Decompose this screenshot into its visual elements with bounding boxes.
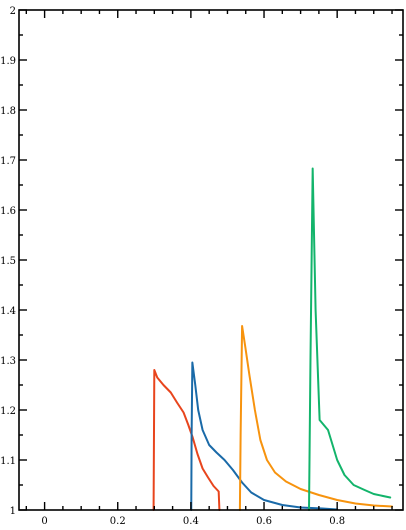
y-tick-label: 1.7	[0, 156, 16, 167]
y-tick-label: 1.3	[0, 356, 16, 367]
y-tick-labels: 1 1.1 1.2 1.3 1.4 1.5 1.6 1.7 1.8 1.9 2	[0, 6, 16, 517]
series-line-4	[308, 167, 392, 511]
series-layer	[152, 167, 394, 511]
x-tick-label: 0.6	[256, 516, 272, 527]
x-tick-label: 0.2	[110, 516, 126, 527]
series-line-3	[238, 325, 394, 511]
x-tick-labels: 0 0.2 0.4 0.6 0.8	[41, 516, 345, 527]
y-tick-label: 1.5	[0, 256, 16, 267]
y-tick-label: 1.8	[0, 106, 16, 117]
y-tick-label: 2	[10, 6, 16, 17]
tick-layer	[19, 9, 403, 511]
plot-frame	[18, 9, 404, 511]
series-line-1	[152, 369, 221, 511]
y-tick-label: 1.4	[0, 306, 16, 317]
x-tick-label: 0.4	[183, 516, 199, 527]
y-tick-label: 1.1	[0, 456, 16, 467]
y-tick-label: 1.6	[0, 206, 16, 217]
y-tick-label: 1	[10, 506, 16, 517]
series-line-2	[190, 361, 339, 511]
x-tick-label: 0	[41, 516, 47, 527]
y-tick-label: 1.9	[0, 56, 16, 67]
x-tick-label: 0.8	[329, 516, 345, 527]
y-tick-label: 1.2	[0, 406, 16, 417]
